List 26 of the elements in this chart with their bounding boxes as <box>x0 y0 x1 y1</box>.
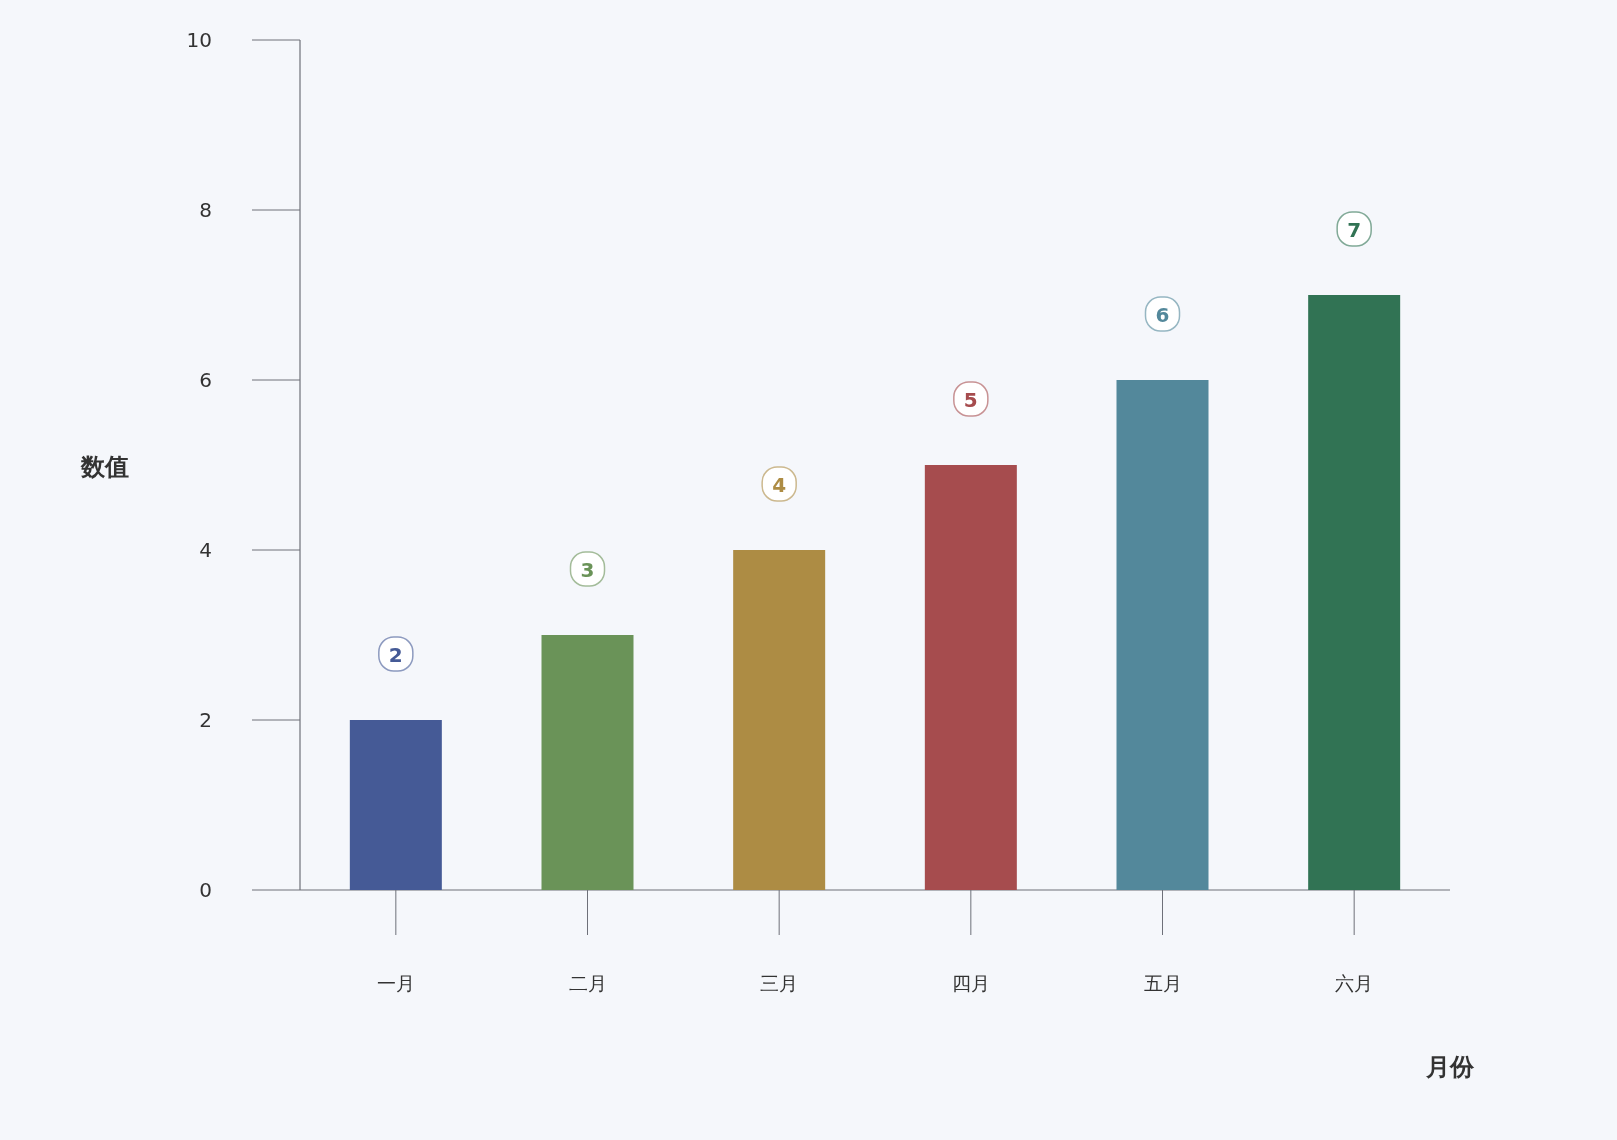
data-label: 5 <box>963 388 978 412</box>
data-label: 4 <box>772 473 787 497</box>
y-tick-label: 10 <box>186 28 212 52</box>
x-tick-label: 四月 <box>951 972 990 994</box>
bar <box>1116 380 1209 890</box>
bar <box>733 550 826 890</box>
y-tick-label: 6 <box>199 368 212 392</box>
bar <box>349 720 442 890</box>
x-tick-label: 六月 <box>1335 972 1374 994</box>
y-tick-label: 2 <box>199 708 212 732</box>
data-label: 7 <box>1347 218 1362 242</box>
bar <box>1308 295 1401 890</box>
x-tick-label: 五月 <box>1143 972 1182 994</box>
x-axis-title: 月份 <box>1425 1053 1475 1081</box>
x-tick-label: 一月 <box>376 972 415 994</box>
y-axis-title: 数值 <box>80 453 129 481</box>
x-tick-label: 二月 <box>568 972 607 994</box>
data-label: 2 <box>388 643 403 667</box>
data-label: 6 <box>1155 303 1170 327</box>
y-tick-label: 0 <box>199 878 212 902</box>
x-tick-label: 三月 <box>760 972 799 994</box>
bar <box>541 635 634 890</box>
bar <box>924 465 1017 890</box>
data-label: 3 <box>580 558 595 582</box>
y-tick-label: 4 <box>199 538 212 562</box>
y-tick-label: 8 <box>199 198 212 222</box>
